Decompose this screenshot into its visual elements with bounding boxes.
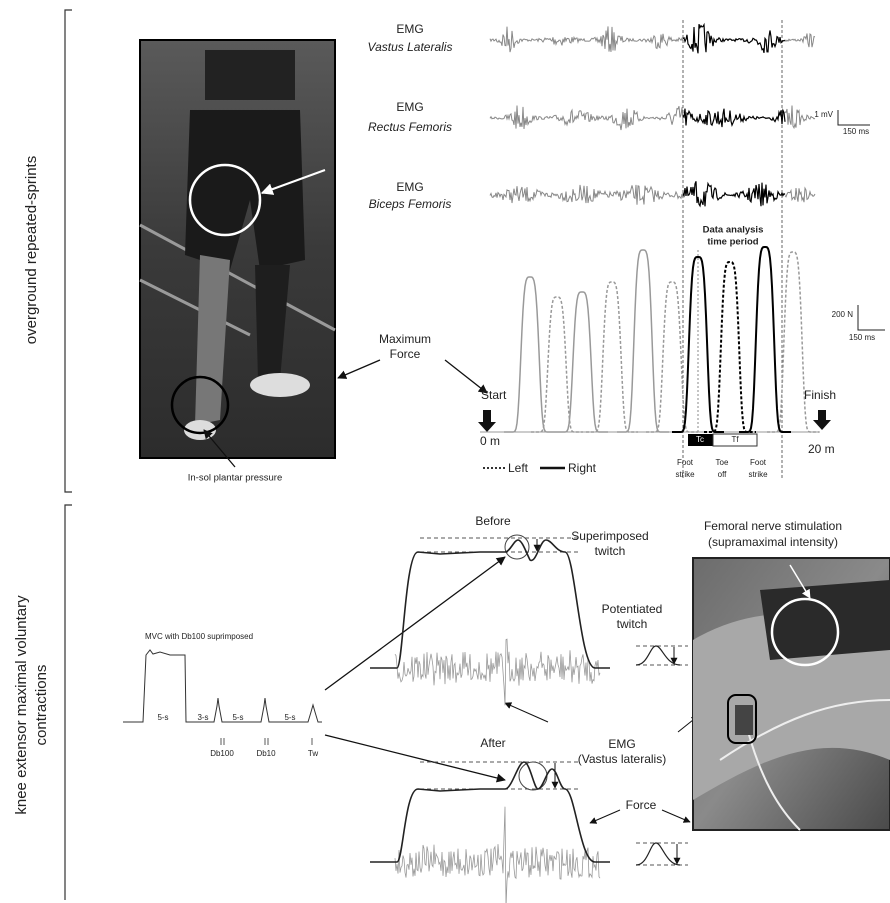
event-label: Toe bbox=[716, 458, 729, 467]
phase-label: Tf bbox=[731, 435, 739, 444]
section-label: knee extensor maximal voluntary bbox=[13, 595, 30, 815]
emg-trace bbox=[683, 109, 785, 128]
figure: EMG Vastus Lateralis EMG Rectus Femoris EMG B… bbox=[0, 0, 890, 903]
event-label: Foot bbox=[750, 458, 767, 467]
section-bracket bbox=[65, 10, 72, 492]
emg-trace bbox=[785, 34, 815, 48]
section-bracket bbox=[65, 505, 72, 900]
arrow bbox=[662, 810, 690, 822]
max-force-label: Force bbox=[390, 347, 421, 361]
stimulus-label: Tw bbox=[308, 749, 318, 758]
emg-trace bbox=[395, 639, 600, 705]
mvc-trace bbox=[123, 650, 322, 722]
potentiated-label: twitch bbox=[617, 617, 648, 631]
finish-label: Finish bbox=[804, 388, 836, 402]
start-distance: 0 m bbox=[480, 434, 500, 448]
emg-trace bbox=[683, 24, 785, 53]
emg-trace bbox=[785, 106, 815, 128]
emg-trace bbox=[490, 185, 683, 205]
emg-title: EMG bbox=[396, 22, 423, 36]
stimulation-label: (supramaximal intensity) bbox=[708, 535, 838, 549]
scale-bar bbox=[838, 110, 870, 125]
event-label: off bbox=[718, 470, 728, 479]
arrow bbox=[590, 810, 620, 823]
stimulation-label: Femoral nerve stimulation bbox=[704, 519, 842, 533]
section-label: contractions bbox=[33, 665, 50, 746]
emg-trace bbox=[490, 106, 683, 131]
stimulation-photo bbox=[693, 558, 890, 830]
emg-title: EMG bbox=[396, 100, 423, 114]
emg-label: EMG bbox=[608, 737, 635, 751]
stimulus-label: Db100 bbox=[210, 749, 234, 758]
emg-trace bbox=[683, 181, 785, 206]
emg-trace bbox=[395, 807, 600, 903]
arrow bbox=[325, 557, 505, 690]
duration-label: 3-s bbox=[197, 713, 208, 722]
event-label: strike bbox=[675, 470, 695, 479]
force-trace bbox=[370, 540, 610, 668]
section-label: overground repeated-sprints bbox=[23, 156, 40, 344]
after-label: After bbox=[480, 736, 505, 750]
force-trace bbox=[370, 762, 610, 862]
mvc-title: MVC with Db100 suprimposed bbox=[145, 632, 253, 641]
force-peak bbox=[739, 247, 791, 432]
emg-label: (Vastus lateralis) bbox=[578, 752, 666, 766]
superimposed-label: Superimposed bbox=[571, 529, 648, 543]
arrow bbox=[325, 735, 505, 780]
scale-bar bbox=[858, 305, 885, 330]
legend-right: Right bbox=[568, 461, 597, 475]
stimulus-tick bbox=[221, 738, 224, 745]
force-peak bbox=[617, 250, 669, 432]
insole-label: In-sol plantar pressure bbox=[188, 473, 283, 484]
superimposed-label: twitch bbox=[595, 544, 626, 558]
start-arrow bbox=[478, 410, 496, 432]
duration-label: 5-s bbox=[284, 713, 295, 722]
event-label: Foot bbox=[677, 458, 694, 467]
twitch-guides bbox=[420, 538, 688, 865]
finish-arrow bbox=[813, 410, 831, 430]
event-label: strike bbox=[748, 470, 768, 479]
twitch-trace bbox=[636, 843, 680, 865]
start-label: Start bbox=[481, 388, 507, 402]
emg-trace bbox=[490, 26, 683, 52]
potentiated-label: Potentiated bbox=[602, 602, 663, 616]
duration-label: 5-s bbox=[157, 713, 168, 722]
emg-trace bbox=[785, 188, 815, 202]
analysis-label: Data analysis bbox=[703, 225, 764, 236]
scale-label: 1 mV bbox=[814, 110, 833, 119]
force-peak bbox=[704, 262, 756, 432]
emg-muscle: Vastus Lateralis bbox=[368, 40, 453, 54]
scale-label: 200 N bbox=[832, 310, 854, 319]
finish-distance: 20 m bbox=[808, 442, 835, 456]
stimulus-label: Db10 bbox=[256, 749, 276, 758]
duration-label: 5-s bbox=[232, 713, 243, 722]
emg-title: EMG bbox=[396, 180, 423, 194]
twitch-trace bbox=[636, 646, 680, 665]
emg-muscle: Biceps Femoris bbox=[369, 197, 452, 211]
twitch-circle bbox=[505, 535, 529, 559]
phase-label: Tc bbox=[696, 435, 704, 444]
emg-muscle: Rectus Femoris bbox=[368, 120, 452, 134]
force-label: Force bbox=[626, 798, 657, 812]
sprint-photo bbox=[140, 40, 335, 458]
max-force-label: Maximum bbox=[379, 332, 431, 346]
force-peak bbox=[504, 277, 556, 432]
scale-label: 150 ms bbox=[849, 333, 875, 342]
stimulus-tick bbox=[265, 738, 268, 745]
before-label: Before bbox=[475, 514, 511, 528]
scale-label: 150 ms bbox=[843, 127, 869, 136]
arrow bbox=[338, 360, 380, 378]
analysis-label: time period bbox=[707, 237, 758, 248]
legend-left: Left bbox=[508, 461, 529, 475]
arrow bbox=[505, 703, 548, 722]
twitch-circle bbox=[519, 762, 547, 790]
